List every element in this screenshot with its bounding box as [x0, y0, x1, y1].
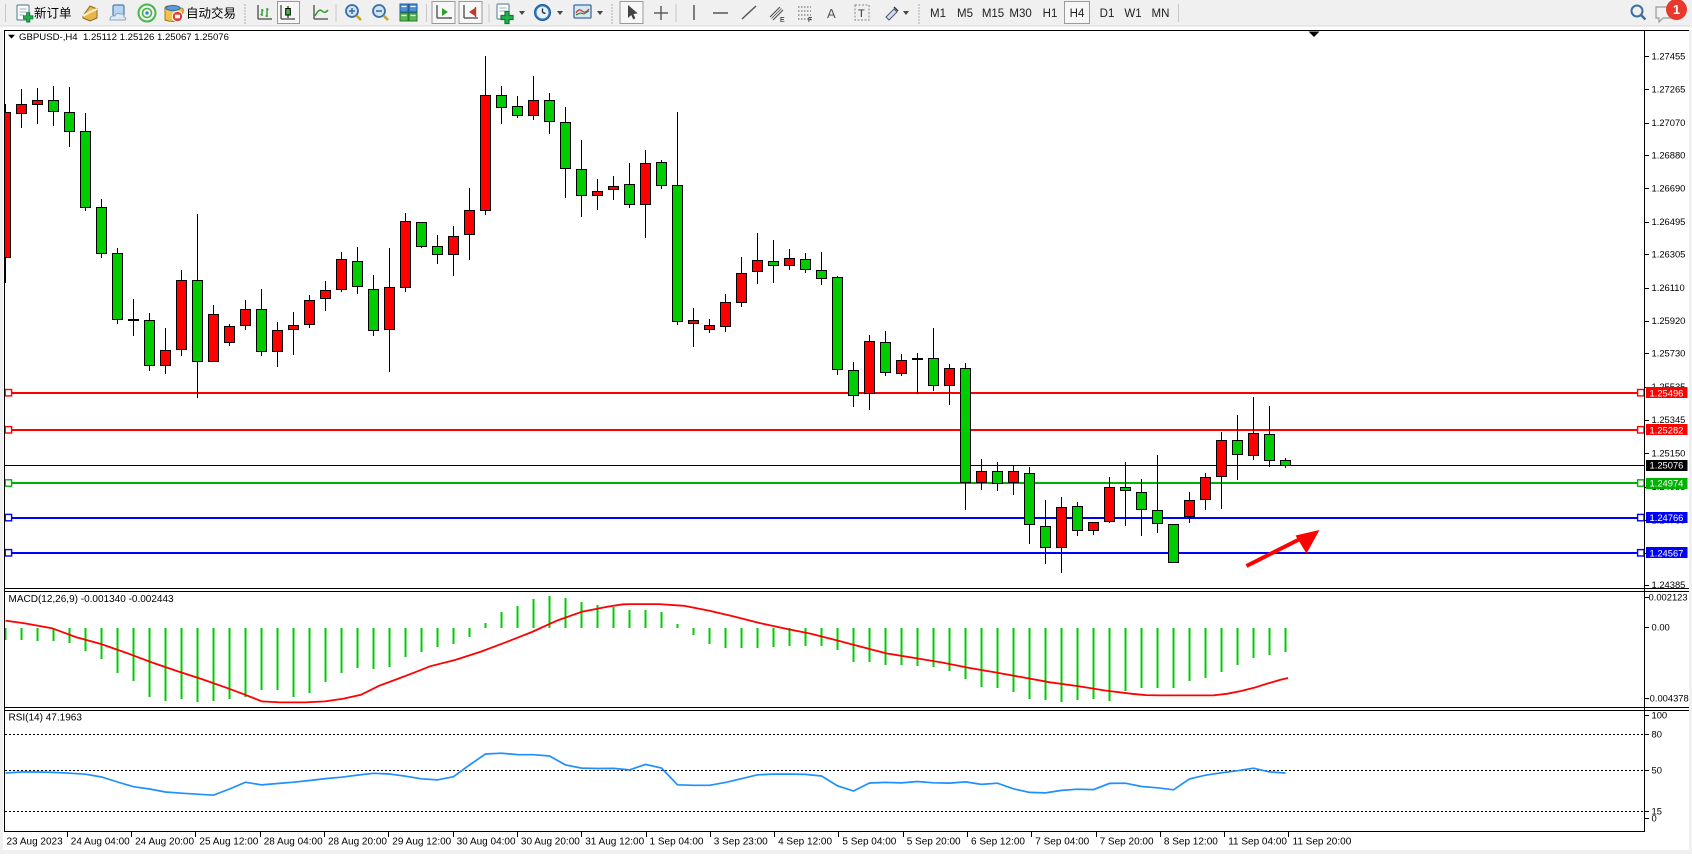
svg-text:F: F [808, 17, 812, 24]
svg-text:0.00: 0.00 [1652, 622, 1670, 633]
svg-text:23 Aug 2023: 23 Aug 2023 [7, 837, 64, 848]
svg-text:M1: M1 [930, 8, 946, 20]
svg-text:24 Aug 20:00: 24 Aug 20:00 [135, 837, 194, 848]
svg-text:A: A [827, 6, 836, 21]
svg-text:7 Sep 20:00: 7 Sep 20:00 [1100, 837, 1154, 848]
svg-text:1.25496: 1.25496 [1650, 387, 1684, 398]
svg-text:3 Sep 23:00: 3 Sep 23:00 [714, 837, 768, 848]
svg-text:1.26305: 1.26305 [1652, 249, 1686, 260]
svg-text:T: T [858, 8, 865, 20]
svg-text:E: E [780, 17, 785, 24]
svg-text:1.26495: 1.26495 [1652, 216, 1686, 227]
svg-text:1.25345: 1.25345 [1652, 414, 1686, 425]
svg-text:1.27070: 1.27070 [1652, 117, 1686, 128]
svg-text:1.24567: 1.24567 [1650, 547, 1684, 558]
svg-text:1.26110: 1.26110 [1652, 282, 1685, 293]
svg-text:30 Aug 20:00: 30 Aug 20:00 [521, 837, 580, 848]
svg-text:1.25282: 1.25282 [1650, 424, 1684, 435]
svg-text:RSI(14) 47.1963: RSI(14) 47.1963 [9, 713, 83, 724]
svg-text:0: 0 [1652, 813, 1657, 824]
svg-text:D1: D1 [1100, 8, 1115, 20]
svg-text:MACD(12,26,9) -0.001340 -0.002: MACD(12,26,9) -0.001340 -0.002443 [9, 594, 175, 605]
svg-text:M5: M5 [957, 8, 973, 20]
svg-text:H4: H4 [1070, 8, 1085, 20]
svg-text:15: 15 [1652, 806, 1662, 817]
svg-text:1.24385: 1.24385 [1652, 579, 1686, 590]
svg-text:4 Sep 12:00: 4 Sep 12:00 [778, 837, 832, 848]
svg-text:1.24974: 1.24974 [1650, 478, 1684, 489]
svg-text:29 Aug 12:00: 29 Aug 12:00 [392, 837, 451, 848]
svg-text:6 Sep 12:00: 6 Sep 12:00 [971, 837, 1025, 848]
svg-text:5 Sep 20:00: 5 Sep 20:00 [907, 837, 961, 848]
svg-text:25 Aug 12:00: 25 Aug 12:00 [199, 837, 258, 848]
svg-text:11 Sep 04:00: 11 Sep 04:00 [1228, 837, 1287, 848]
svg-text:-0.004378: -0.004378 [1647, 693, 1689, 704]
svg-text:7 Sep 04:00: 7 Sep 04:00 [1035, 837, 1089, 848]
svg-text:1.27265: 1.27265 [1652, 83, 1686, 94]
svg-text:28 Aug 04:00: 28 Aug 04:00 [264, 837, 323, 848]
svg-text:100: 100 [1652, 710, 1668, 721]
svg-text:1.26690: 1.26690 [1652, 182, 1686, 193]
svg-text:1.25150: 1.25150 [1652, 448, 1686, 459]
svg-text:1.26880: 1.26880 [1652, 150, 1686, 161]
svg-text:5 Sep 04:00: 5 Sep 04:00 [842, 837, 896, 848]
svg-text:24 Aug 04:00: 24 Aug 04:00 [71, 837, 130, 848]
svg-text:50: 50 [1652, 765, 1662, 776]
svg-text:M30: M30 [1009, 8, 1031, 20]
svg-text:自动交易: 自动交易 [186, 6, 236, 21]
svg-text:30 Aug 04:00: 30 Aug 04:00 [457, 837, 516, 848]
svg-text:1 Sep 04:00: 1 Sep 04:00 [650, 837, 704, 848]
svg-text:新订单: 新订单 [34, 6, 72, 21]
svg-text:M15: M15 [982, 8, 1004, 20]
svg-text:1.25535: 1.25535 [1652, 381, 1686, 392]
svg-text:8 Sep 12:00: 8 Sep 12:00 [1164, 837, 1218, 848]
svg-text:1.24766: 1.24766 [1650, 512, 1684, 523]
svg-text:1: 1 [1673, 2, 1680, 17]
svg-text:80: 80 [1652, 729, 1662, 740]
svg-text:W1: W1 [1124, 8, 1141, 20]
svg-text:1.25076: 1.25076 [1650, 460, 1684, 471]
svg-text:11 Sep 20:00: 11 Sep 20:00 [1293, 837, 1352, 848]
svg-text:GBPUSD-,H4 1.25112 1.25126 1.: GBPUSD-,H4 1.25112 1.25126 1.25067 1.250… [19, 32, 229, 43]
svg-text:H1: H1 [1043, 8, 1058, 20]
svg-text:31 Aug 12:00: 31 Aug 12:00 [585, 837, 644, 848]
svg-text:MN: MN [1152, 8, 1170, 20]
svg-text:1.25920: 1.25920 [1652, 315, 1686, 326]
svg-text:1.25730: 1.25730 [1652, 348, 1686, 359]
svg-text:28 Aug 20:00: 28 Aug 20:00 [328, 837, 387, 848]
svg-text:0.002123: 0.002123 [1649, 592, 1688, 603]
svg-text:1.27455: 1.27455 [1652, 51, 1686, 62]
